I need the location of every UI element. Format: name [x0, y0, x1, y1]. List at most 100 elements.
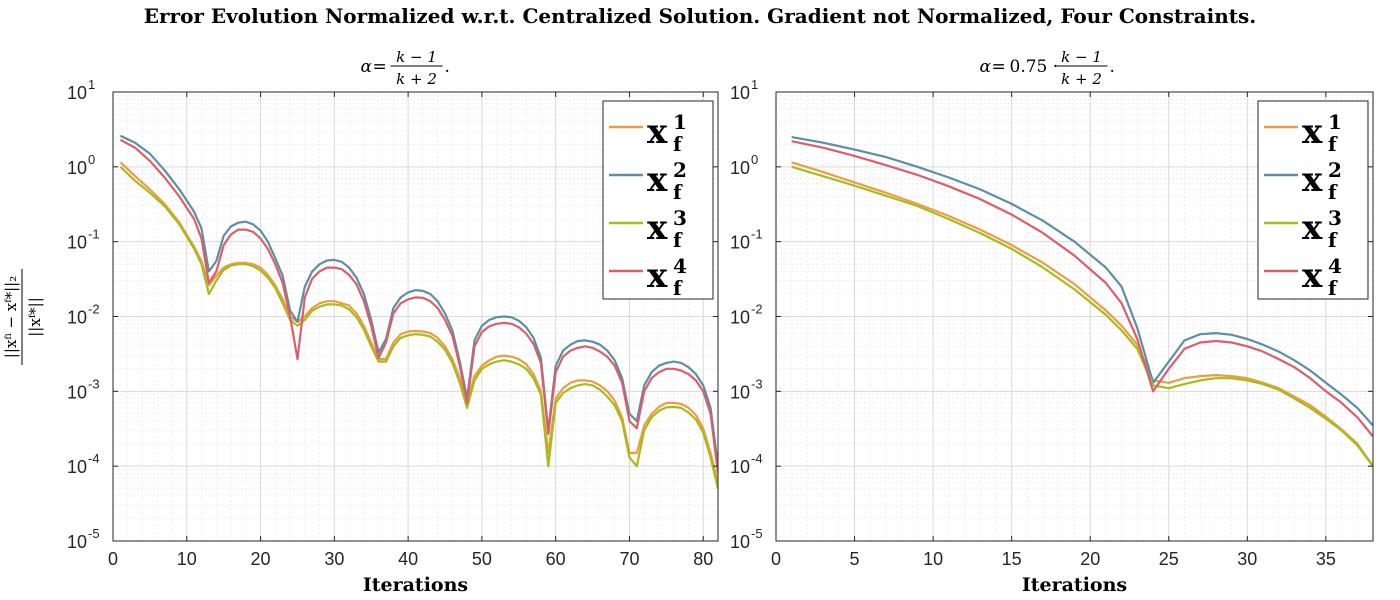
y-tick-label: 10: [67, 83, 87, 103]
title-numerator: k − 1: [396, 48, 437, 66]
y-tick-label: 10: [67, 308, 87, 328]
title-numerator: k − 1: [1061, 48, 1102, 66]
x-tick-label: 30: [1237, 549, 1257, 569]
title-equals: =: [992, 57, 1006, 77]
x-tick-label: 5: [850, 549, 860, 569]
series-line-3: [119, 166, 718, 489]
y-tick-exponent: -2: [751, 302, 763, 317]
legend-subscript: f: [673, 276, 683, 300]
y-tick-exponent: -1: [88, 227, 100, 242]
y-label-numerator-text: ||xᶠⁱ − xᶠ*||₂: [2, 276, 20, 358]
legend-label-1: x 1f: [647, 110, 687, 156]
legend-x: x: [1302, 112, 1323, 152]
legend-label-2: x 2f: [647, 158, 687, 204]
y-tick-label: 10: [67, 233, 87, 253]
legend-subscript: f: [673, 228, 683, 252]
legend-superscript: 3: [673, 206, 687, 230]
legend-label-4: x 4f: [647, 254, 687, 300]
title-alpha: α: [980, 57, 992, 77]
y-tick-label: 10: [730, 457, 750, 477]
legend-x: x: [647, 112, 668, 152]
title-denominator: k + 2: [1061, 70, 1102, 88]
y-tick-label: 10: [67, 158, 87, 178]
legend: x 1fx 2fx 3fx 4f: [1257, 100, 1369, 300]
legend-superscript: 4: [1328, 254, 1342, 278]
legend-box: [602, 100, 714, 300]
y-tick-label: 10: [730, 233, 750, 253]
y-tick-exponent: -4: [751, 451, 763, 466]
legend-x: x: [1302, 208, 1323, 248]
y-tick-label: 10: [730, 308, 750, 328]
x-tick-label: 60: [546, 549, 566, 569]
x-axis-label: Iterations: [363, 574, 468, 596]
series-lines: [791, 136, 1373, 467]
legend: x 1fx 2fx 3fx 4f: [602, 100, 714, 300]
x-tick-label: 15: [1002, 549, 1022, 569]
series-line-3: [791, 165, 1373, 467]
y-tick-label: 10: [730, 382, 750, 402]
series-line-4: [791, 140, 1373, 438]
y-tick-label: 10: [67, 457, 87, 477]
y-tick-exponent: -4: [88, 451, 100, 466]
title-period: .: [445, 57, 450, 77]
x-tick-label: 50: [472, 549, 492, 569]
subplot-title: α = 0.75 · k − 1 k + 2.: [980, 48, 1115, 88]
legend-subscript: f: [1328, 228, 1338, 252]
series-line-4: [119, 138, 718, 474]
title-alpha: α: [361, 57, 373, 77]
x-axis-label: Iterations: [1022, 574, 1127, 596]
legend-x: x: [647, 160, 668, 200]
x-tick-label: 0: [771, 549, 781, 569]
legend-x: x: [1302, 256, 1323, 296]
legend-x: x: [647, 208, 668, 248]
legend-box: [1257, 100, 1369, 300]
legend-superscript: 3: [1328, 206, 1342, 230]
y-tick-label: 10: [730, 158, 750, 178]
y-tick-exponent: 1: [751, 77, 758, 92]
title-period: .: [1110, 57, 1115, 77]
legend-subscript: f: [1328, 276, 1338, 300]
legend-superscript: 4: [673, 254, 687, 278]
x-tick-label: 0: [108, 549, 118, 569]
legend-subscript: f: [673, 180, 683, 204]
y-tick-label: 10: [67, 532, 87, 552]
y-label-denominator-text: ||xᶠ*||: [26, 297, 44, 337]
y-tick-label: 10: [730, 83, 750, 103]
legend-x: x: [1302, 160, 1323, 200]
title-equals: =: [373, 57, 387, 77]
x-tick-label: 80: [693, 549, 713, 569]
legend-superscript: 2: [1328, 158, 1342, 182]
y-tick-label: 10: [67, 382, 87, 402]
x-tick-label: 40: [398, 549, 418, 569]
legend-label-4: x 4f: [1302, 254, 1342, 300]
legend-subscript: f: [1328, 132, 1338, 156]
x-tick-label: 25: [1159, 549, 1179, 569]
x-tick-label: 35: [1316, 549, 1336, 569]
y-tick-exponent: 0: [751, 152, 758, 167]
legend-superscript: 2: [673, 158, 687, 182]
y-tick-exponent: -3: [751, 376, 763, 391]
figure-title: Error Evolution Normalized w.r.t. Centra…: [143, 4, 1257, 28]
y-tick-exponent: -5: [751, 526, 763, 541]
title-denominator: k + 2: [396, 70, 437, 88]
y-tick-label: 10: [730, 532, 750, 552]
legend-label-2: x 2f: [1302, 158, 1342, 204]
x-tick-label: 30: [324, 549, 344, 569]
x-tick-label: 70: [619, 549, 639, 569]
title-factor: 0.75 ·: [1010, 57, 1059, 77]
legend-subscript: f: [673, 132, 683, 156]
legend-label-3: x 3f: [1302, 206, 1342, 252]
y-tick-exponent: -2: [88, 302, 100, 317]
legend-subscript: f: [1328, 180, 1338, 204]
x-tick-label: 20: [251, 549, 271, 569]
legend-label-3: x 3f: [647, 206, 687, 252]
x-tick-label: 20: [1080, 549, 1100, 569]
y-axis-label: ||xᶠⁱ − xᶠ*||₂ ||xᶠ*||: [2, 269, 44, 365]
subplot-title: α = k − 1 k + 2.: [361, 48, 450, 88]
legend-superscript: 1: [1328, 110, 1342, 134]
y-tick-exponent: -5: [88, 526, 100, 541]
